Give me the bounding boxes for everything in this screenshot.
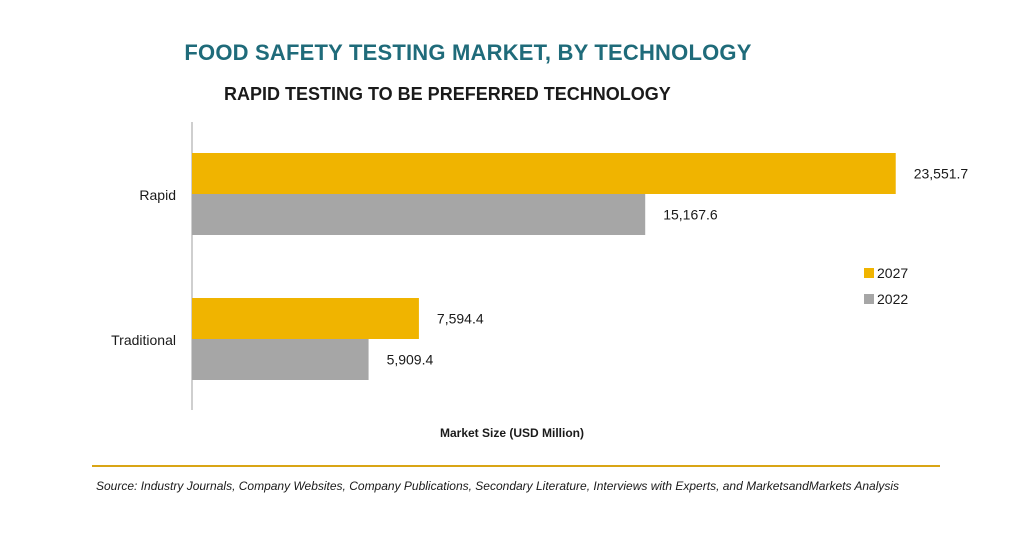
legend: 2027 2022 [864,260,908,312]
bar-traditional-2022 [192,339,369,380]
chart-title: FOOD SAFETY TESTING MARKET, BY TECHNOLOG… [184,40,752,65]
data-label-traditional-2027: 7,594.4 [437,311,484,327]
legend-label-2022: 2022 [877,291,909,307]
bar-rapid-2027 [192,153,896,194]
legend-item-2027: 2027 [864,260,908,286]
legend-swatch-2027 [864,268,874,278]
category-label-rapid: Rapid [139,187,176,203]
x-axis-label: Market Size (USD Million) [439,426,585,440]
chart-subtitle: RAPID TESTING TO BE PREFERRED TECHNOLOGY [224,84,671,104]
legend-label-2027: 2027 [877,265,909,281]
bar-traditional-2027 [192,298,419,339]
source-note: Source: Industry Journals, Company Websi… [96,479,900,493]
legend-swatch-2022 [864,294,874,304]
category-label-traditional: Traditional [111,332,176,348]
data-label-traditional-2022: 5,909.4 [387,352,434,368]
legend-item-2022: 2022 [864,286,908,312]
data-label-rapid-2027: 23,551.7 [914,166,969,182]
data-label-rapid-2022: 15,167.6 [663,207,718,223]
bar-rapid-2022 [192,194,646,235]
source-divider [92,465,940,467]
